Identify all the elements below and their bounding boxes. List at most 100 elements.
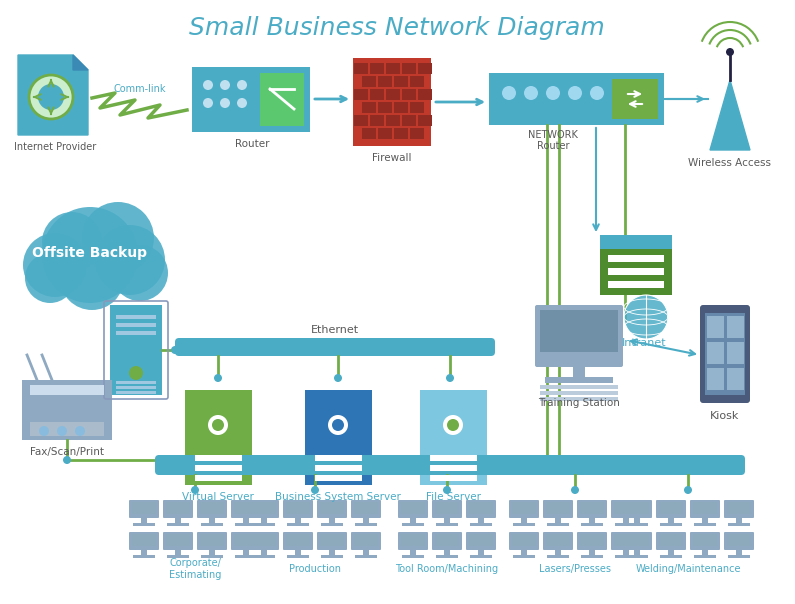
Bar	[547, 555, 569, 558]
Bar	[728, 555, 750, 558]
Bar	[402, 523, 424, 526]
Bar	[581, 555, 603, 558]
Circle shape	[571, 486, 579, 494]
Bar	[634, 550, 640, 555]
Circle shape	[237, 80, 247, 90]
FancyBboxPatch shape	[611, 532, 641, 550]
Bar	[668, 518, 674, 523]
Circle shape	[129, 366, 143, 380]
Circle shape	[524, 86, 538, 100]
FancyBboxPatch shape	[231, 500, 261, 518]
Bar	[410, 550, 416, 555]
FancyBboxPatch shape	[163, 500, 193, 518]
Bar	[623, 550, 629, 555]
Bar	[521, 518, 527, 523]
FancyBboxPatch shape	[249, 532, 279, 550]
Bar	[401, 534, 425, 546]
Bar	[315, 465, 362, 471]
Bar	[402, 89, 416, 100]
Bar	[353, 58, 431, 146]
Bar	[192, 67, 310, 132]
Bar	[410, 76, 424, 87]
Bar	[30, 385, 104, 395]
Bar	[546, 502, 570, 514]
FancyBboxPatch shape	[231, 532, 261, 550]
FancyBboxPatch shape	[317, 532, 347, 550]
Text: Corporate/
Estimating: Corporate/ Estimating	[169, 558, 221, 580]
Bar	[707, 316, 724, 338]
FancyBboxPatch shape	[577, 532, 607, 550]
Bar	[612, 79, 658, 119]
Bar	[555, 550, 561, 555]
Text: Kiosk: Kiosk	[710, 411, 739, 421]
Bar	[386, 115, 400, 126]
Bar	[195, 455, 242, 461]
Bar	[252, 502, 276, 514]
Bar	[615, 523, 637, 526]
Circle shape	[311, 486, 319, 494]
Bar	[378, 102, 392, 113]
Bar	[727, 342, 744, 364]
Bar	[580, 534, 604, 546]
FancyBboxPatch shape	[129, 532, 159, 550]
Bar	[116, 331, 156, 335]
Circle shape	[502, 86, 516, 100]
Bar	[132, 534, 156, 546]
FancyBboxPatch shape	[175, 338, 495, 356]
Bar	[668, 550, 674, 555]
Bar	[547, 523, 569, 526]
Bar	[287, 555, 309, 558]
Text: Business System Server: Business System Server	[275, 492, 401, 502]
Bar	[625, 534, 649, 546]
Bar	[634, 518, 640, 523]
Bar	[608, 281, 664, 288]
Circle shape	[23, 233, 87, 297]
Bar	[589, 550, 595, 555]
Bar	[580, 502, 604, 514]
Bar	[436, 555, 458, 558]
Text: Small Business Network Diagram: Small Business Network Diagram	[189, 16, 605, 40]
Bar	[370, 63, 384, 74]
Bar	[116, 386, 156, 389]
Bar	[132, 502, 156, 514]
FancyBboxPatch shape	[163, 532, 193, 550]
Bar	[435, 534, 459, 546]
Polygon shape	[710, 80, 750, 150]
Bar	[287, 523, 309, 526]
Text: Firewall: Firewall	[372, 153, 412, 163]
Bar	[694, 523, 716, 526]
Circle shape	[624, 295, 668, 339]
Text: Training Station: Training Station	[538, 398, 620, 408]
Bar	[234, 502, 258, 514]
Bar	[200, 502, 224, 514]
Bar	[728, 523, 750, 526]
FancyBboxPatch shape	[509, 500, 539, 518]
Circle shape	[171, 346, 179, 354]
Bar	[201, 555, 223, 558]
Bar	[116, 315, 156, 319]
Circle shape	[443, 486, 451, 494]
Text: Internet Provider: Internet Provider	[14, 142, 96, 152]
Bar	[209, 518, 215, 523]
FancyBboxPatch shape	[351, 500, 381, 518]
Bar	[354, 63, 368, 74]
Bar	[295, 518, 301, 523]
Bar	[363, 518, 369, 523]
Bar	[727, 368, 744, 390]
Bar	[175, 518, 181, 523]
FancyBboxPatch shape	[656, 532, 686, 550]
FancyBboxPatch shape	[432, 532, 462, 550]
Bar	[430, 465, 477, 471]
FancyBboxPatch shape	[535, 305, 623, 367]
Bar	[286, 534, 310, 546]
Circle shape	[60, 246, 124, 310]
Text: NETWORK: NETWORK	[528, 130, 578, 140]
Bar	[370, 89, 384, 100]
Circle shape	[443, 415, 463, 435]
Bar	[133, 523, 155, 526]
Bar	[261, 518, 267, 523]
Bar	[727, 502, 751, 514]
Bar	[410, 518, 416, 523]
Text: Production: Production	[289, 564, 341, 574]
Circle shape	[328, 415, 348, 435]
